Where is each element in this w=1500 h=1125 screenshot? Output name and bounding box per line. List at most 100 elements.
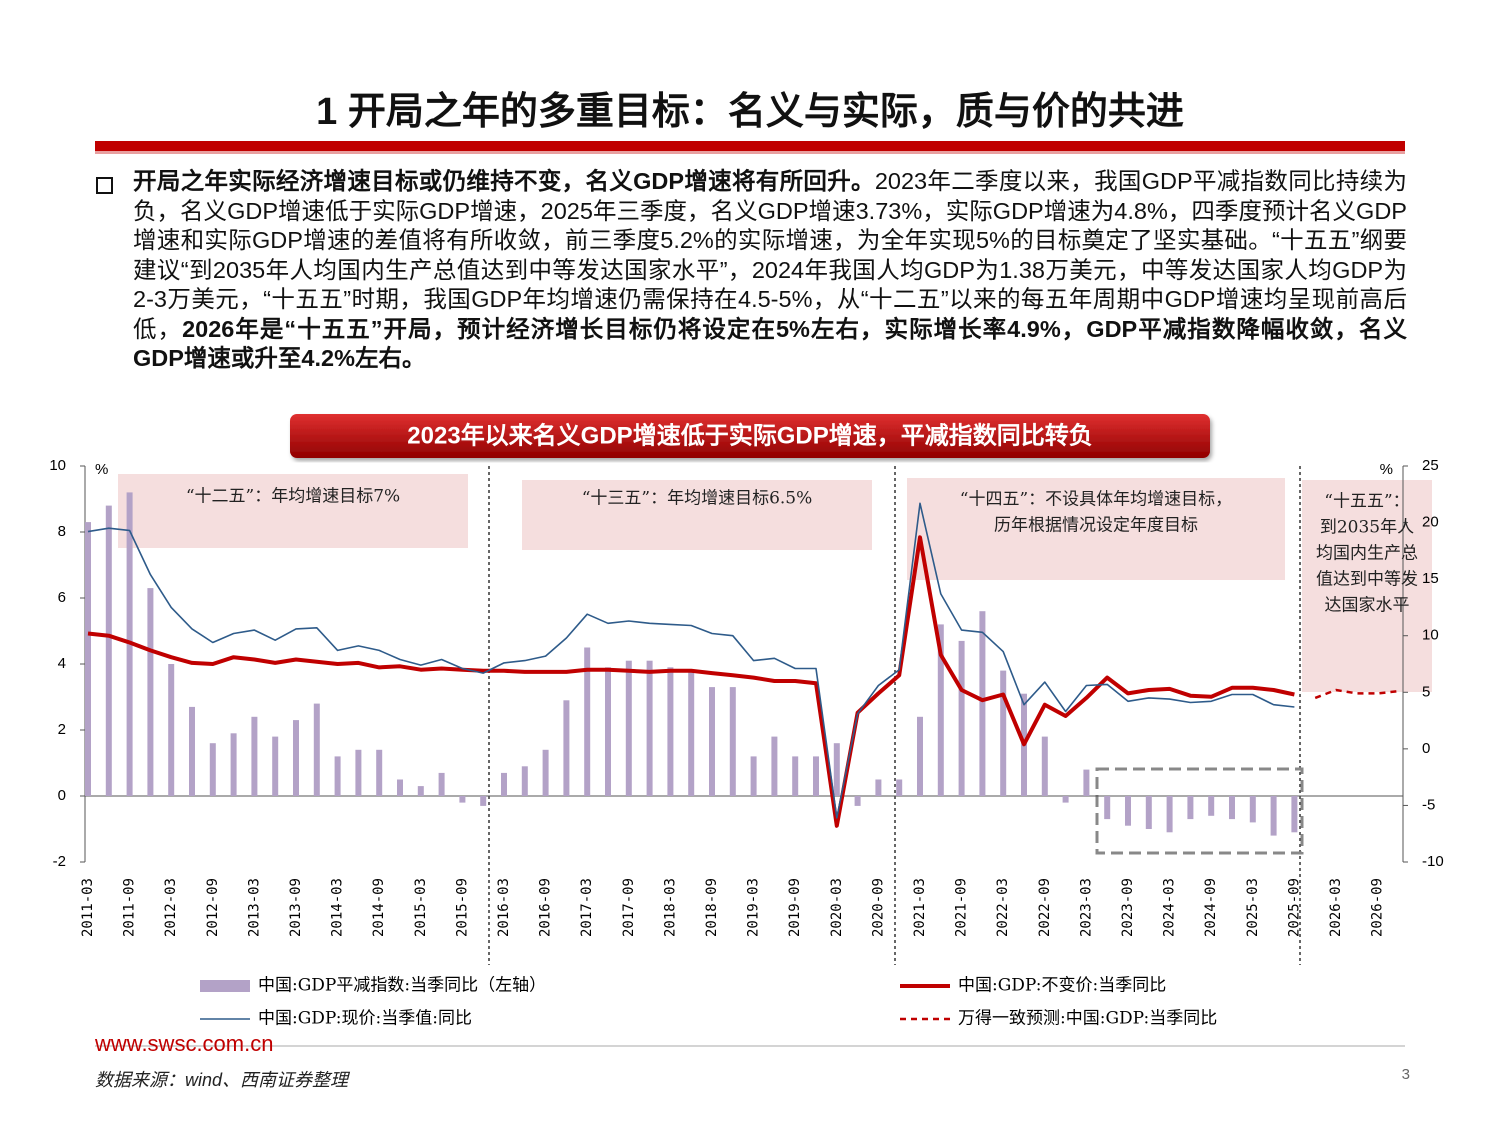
- y-unit: %: [95, 461, 108, 478]
- x-tick-label: 2013-09: [288, 878, 304, 937]
- x-tick-label: 2018-03: [662, 878, 678, 937]
- x-tick-label: 2021-03: [912, 878, 928, 937]
- bar: [605, 667, 611, 796]
- annotation: 均国内生产总: [1316, 544, 1418, 564]
- x-tick-label: 2019-03: [746, 878, 762, 937]
- x-tick-label: 2013-03: [246, 878, 262, 937]
- y2-tick-label: 0: [1422, 740, 1430, 757]
- x-tick-label: 2015-09: [454, 878, 470, 937]
- x-tick-label: 2014-09: [371, 878, 387, 937]
- chart-title: 2023年以来名义GDP增速低于实际GDP增速，平减指数同比转负: [407, 421, 1092, 449]
- bar: [1000, 670, 1007, 796]
- x-tick-label: 2020-03: [829, 878, 845, 937]
- x-tick-label: 2014-03: [330, 878, 346, 937]
- bar: [1041, 736, 1048, 796]
- annotation: “十五五”：: [1324, 492, 1409, 512]
- bar: [209, 743, 216, 796]
- y-tick-label: 0: [58, 787, 66, 804]
- bar: [1104, 796, 1111, 820]
- x-tick-label: 2025-09: [1286, 878, 1302, 937]
- bar: [272, 736, 279, 796]
- bar: [979, 611, 986, 796]
- bar: [355, 749, 362, 796]
- y2-tick-label: 25: [1422, 457, 1439, 474]
- bar: [917, 716, 923, 796]
- text-run: 开局之年实际经济增速目标或仍维持不变，名义GDP增速将有所回升。: [133, 168, 875, 194]
- shade-box: [907, 478, 1285, 580]
- bar: [1229, 796, 1235, 820]
- x-tick-label: 2016-09: [538, 878, 554, 937]
- text-run: 2026年是“十五五”开局，预计经济增长目标仍将设定在5%左右，实际增长率4.9…: [133, 315, 1408, 372]
- bar: [521, 766, 528, 796]
- x-tick-label: 2024-09: [1203, 878, 1219, 937]
- y2-tick-label: 10: [1422, 627, 1439, 644]
- bar: [542, 749, 549, 796]
- bar: [105, 505, 112, 796]
- bar: [438, 772, 445, 796]
- bar: [1187, 796, 1194, 820]
- x-tick-label: 2021-09: [954, 878, 970, 937]
- x-tick-label: 2012-03: [163, 878, 179, 937]
- annotation-boxes: [118, 474, 1432, 692]
- annotation: 到2035年人: [1320, 518, 1414, 538]
- source: 数据来源：wind、西南证券整理: [95, 1070, 351, 1090]
- bar: [584, 647, 591, 796]
- x-tick-label: 2016-03: [496, 878, 512, 937]
- legend-label: 中国:GDP:不变价:当季同比: [958, 976, 1166, 996]
- bar: [230, 733, 237, 796]
- bar: [813, 756, 819, 796]
- x-tick-label: 2023-09: [1120, 878, 1136, 937]
- x-tick-label: 2023-03: [1078, 878, 1094, 937]
- y-tick-label: 8: [58, 523, 66, 540]
- y2-tick-label: -10: [1422, 853, 1444, 870]
- x-tick-label: 2022-03: [995, 878, 1011, 937]
- bar: [771, 736, 778, 796]
- bar: [854, 796, 861, 806]
- shade-box: [1302, 480, 1432, 692]
- bar: [397, 779, 403, 796]
- y-tick-label: 6: [58, 589, 66, 606]
- bar: [896, 779, 903, 796]
- x-tick-label: 2025-03: [1245, 878, 1261, 937]
- bar: [709, 687, 715, 796]
- bar: [1145, 796, 1152, 829]
- bar: [875, 779, 882, 796]
- bar: [417, 786, 424, 796]
- bar: [1270, 796, 1277, 836]
- x-tick-label: 2020-09: [870, 878, 886, 937]
- bar: [1291, 796, 1298, 833]
- y-tick-label: 2: [58, 721, 66, 738]
- banner-bg: [290, 414, 1210, 458]
- line: [1314, 688, 1399, 700]
- bar: [251, 716, 258, 796]
- bar: [501, 772, 507, 796]
- x-tick-label: 2026-09: [1370, 878, 1386, 937]
- line: [87, 535, 1295, 828]
- bar: [376, 749, 383, 796]
- page-number: 3: [1402, 1066, 1410, 1083]
- bar: [646, 660, 653, 796]
- bar: [459, 796, 466, 803]
- slide-title: 1 开局之年的多重目标：名义与实际，质与价的共进: [316, 91, 1184, 133]
- bar: [1125, 796, 1131, 826]
- shade-box: [118, 474, 468, 548]
- annotation: 值达到中等发: [1316, 570, 1418, 590]
- annotation: “十二五”：年均增速目标7%: [186, 487, 400, 507]
- header-bar: [95, 141, 1405, 151]
- x-tick-label: 2011-03: [80, 878, 96, 937]
- x-tick-label: 2026-03: [1328, 878, 1344, 937]
- bar: [313, 703, 320, 796]
- period-dividers: [488, 466, 1301, 965]
- x-tick-label: 2015-03: [413, 878, 429, 937]
- x-tick-label: 2017-09: [621, 878, 637, 937]
- bar: [937, 624, 944, 796]
- shade-box: [522, 480, 872, 550]
- y-tick-label: -2: [53, 853, 66, 870]
- bar: [480, 796, 487, 806]
- legend-swatch: [200, 980, 250, 992]
- bar: [688, 670, 695, 796]
- bar: [1208, 796, 1215, 816]
- paragraph: 开局之年实际经济增速目标或仍维持不变，名义GDP增速将有所回升。2023年二季度…: [133, 167, 1407, 374]
